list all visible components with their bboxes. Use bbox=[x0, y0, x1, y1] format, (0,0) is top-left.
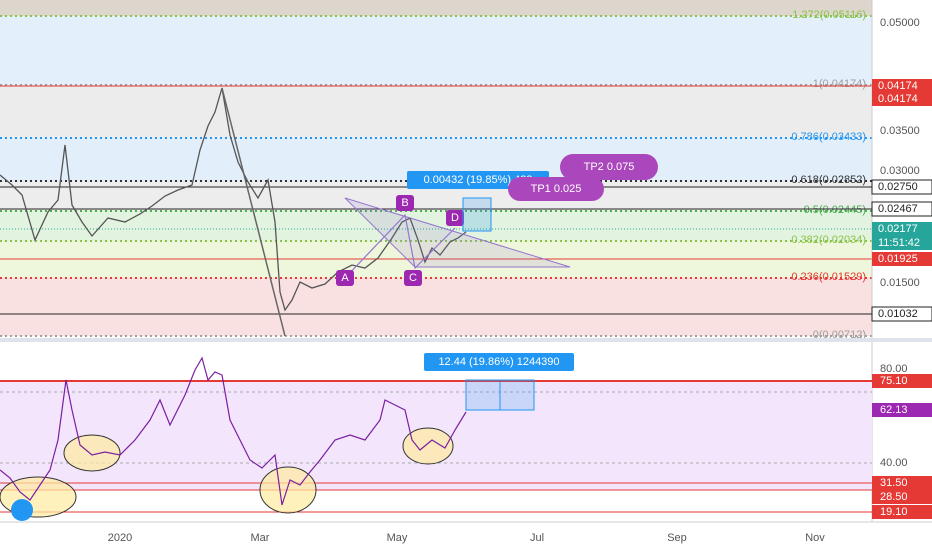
rsi-badge-label: 75.10 bbox=[880, 375, 908, 387]
price-badge bbox=[871, 201, 932, 217]
point-label-bg bbox=[396, 195, 414, 211]
highlight bbox=[63, 434, 121, 472]
rsi-measure-label: 12.44 (19.86%) 1244390 bbox=[438, 356, 559, 368]
rsi-badge bbox=[872, 490, 932, 504]
point-label-bg bbox=[446, 210, 464, 226]
price-badge bbox=[872, 222, 932, 236]
time-label: Nov bbox=[805, 532, 825, 544]
fib-label: 0.618(0.02852) bbox=[791, 174, 866, 186]
fib-label: 0(0.00712) bbox=[813, 329, 866, 341]
price-badge-label: 0.02750 bbox=[878, 181, 918, 193]
point-label-bg bbox=[404, 270, 422, 286]
tp1-bubble bbox=[508, 177, 604, 201]
point-label: B bbox=[401, 197, 408, 209]
rsi-badge-label: 28.50 bbox=[880, 491, 908, 503]
rsi-badge bbox=[872, 403, 932, 417]
price-badge-label: 0.02177 bbox=[878, 223, 918, 235]
highlight bbox=[402, 427, 454, 465]
fib-label: 0.5(0.02445) bbox=[804, 204, 866, 216]
rsi-badge-label: 62.13 bbox=[880, 404, 908, 416]
price-badge bbox=[872, 92, 932, 106]
point-label-bg bbox=[336, 270, 354, 286]
rsi-badge bbox=[872, 505, 932, 519]
time-label: May bbox=[387, 532, 408, 544]
price-badge bbox=[872, 79, 932, 93]
rsi-badge-label: 19.10 bbox=[880, 506, 908, 518]
triangle bbox=[344, 197, 571, 268]
measure-label: 0.00432 (19.85%) 432 bbox=[424, 174, 533, 186]
price-tick: 0.03500 bbox=[880, 125, 920, 137]
price-badge bbox=[871, 179, 932, 195]
price-axis bbox=[872, 0, 932, 340]
rsi-badge bbox=[872, 374, 932, 388]
rsi-badge bbox=[872, 476, 932, 490]
point-label: A bbox=[341, 272, 349, 284]
time-label: Jul bbox=[530, 532, 544, 544]
price-tick: 0.05000 bbox=[880, 17, 920, 29]
fib-band bbox=[0, 278, 872, 336]
pane-divider bbox=[0, 338, 932, 342]
time-label: Mar bbox=[251, 532, 270, 544]
highlight bbox=[259, 466, 317, 514]
rsi-line bbox=[0, 356, 467, 506]
price-badge-label: 0.02467 bbox=[878, 203, 918, 215]
point-label: D bbox=[451, 212, 459, 224]
tp2-label: TP2 0.075 bbox=[584, 161, 635, 173]
price-badge-label: 0.04174 bbox=[878, 93, 918, 105]
harmonic bbox=[344, 213, 456, 279]
fib-label: 0.786(0.03433) bbox=[791, 131, 866, 143]
price-tick: 0.01500 bbox=[880, 277, 920, 289]
fib-label: 0.236(0.01529) bbox=[791, 271, 866, 283]
price-badge bbox=[872, 252, 932, 266]
price-tick: 0.03000 bbox=[880, 165, 920, 177]
price-badge bbox=[871, 306, 932, 322]
tp1-label: TP1 0.025 bbox=[531, 183, 582, 195]
price-badge-label: 0.01032 bbox=[878, 308, 918, 320]
rsi-badge-label: 31.50 bbox=[880, 477, 908, 489]
rsi-tick: 80.00 bbox=[880, 363, 908, 375]
time-label: 2020 bbox=[108, 532, 132, 544]
measure-area bbox=[462, 197, 492, 232]
price-badge bbox=[872, 236, 932, 250]
price-badge-label: 11:51:42 bbox=[878, 237, 920, 249]
rsi-tick: 40.00 bbox=[880, 457, 908, 469]
price-badge-label: 0.01925 bbox=[878, 253, 918, 265]
fib-band bbox=[0, 16, 872, 85]
logo bbox=[11, 499, 33, 521]
fib-band bbox=[0, 0, 872, 16]
fib-label: 1(0.04174) bbox=[813, 78, 866, 90]
fib-band bbox=[0, 85, 872, 138]
tp2-bubble bbox=[560, 154, 658, 180]
price-badge-label: 0.04174 bbox=[878, 80, 918, 92]
price-line bbox=[0, 87, 467, 312]
fib-label: 1.272(0.05116) bbox=[792, 9, 866, 21]
point-label: C bbox=[409, 272, 417, 284]
drop-line bbox=[221, 87, 286, 337]
time-label: Sep bbox=[667, 532, 687, 544]
fib-label: 0.382(0.02034) bbox=[791, 234, 866, 246]
rsi-measure-bg bbox=[424, 353, 574, 371]
